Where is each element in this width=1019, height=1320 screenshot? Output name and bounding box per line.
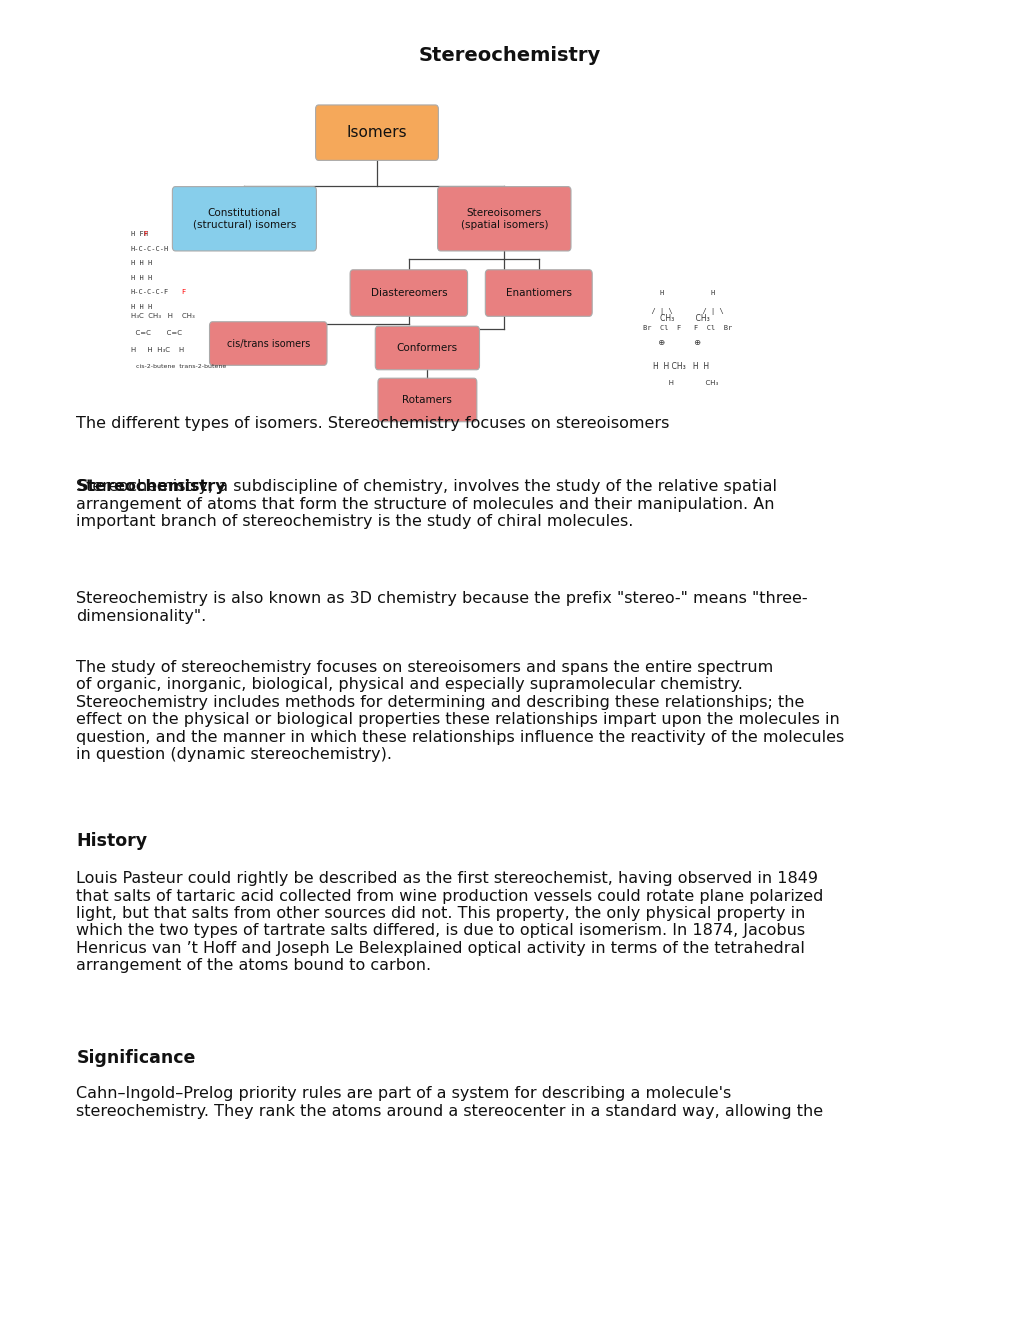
- Text: Br  Cl  F   F  Cl  Br: Br Cl F F Cl Br: [642, 325, 732, 331]
- Text: Stereoisomers
(spatial isomers): Stereoisomers (spatial isomers): [461, 209, 547, 230]
- Text: Cahn–Ingold–Prelog priority rules are part of a system for describing a molecule: Cahn–Ingold–Prelog priority rules are pa…: [76, 1086, 822, 1119]
- Text: F: F: [143, 231, 147, 238]
- Text: Significance: Significance: [76, 1049, 196, 1068]
- Text: The study of stereochemistry focuses on stereoisomers and spans the entire spect: The study of stereochemistry focuses on …: [76, 660, 844, 762]
- Text: Louis Pasteur could rightly be described as the first stereochemist, having obse: Louis Pasteur could rightly be described…: [76, 871, 823, 973]
- Text: Isomers: Isomers: [346, 125, 407, 140]
- Text: Constitutional
(structural) isomers: Constitutional (structural) isomers: [193, 209, 296, 230]
- Text: CH₃         CH₃: CH₃ CH₃: [652, 314, 709, 323]
- Text: H              CH₃: H CH₃: [652, 380, 717, 387]
- Text: cis-2-butene  trans-2-butene: cis-2-butene trans-2-butene: [136, 364, 225, 370]
- FancyBboxPatch shape: [485, 269, 592, 317]
- FancyBboxPatch shape: [209, 322, 327, 366]
- Text: History: History: [76, 832, 148, 850]
- Text: H-C-C-C-F: H-C-C-C-F: [130, 289, 169, 296]
- Text: H H H: H H H: [130, 260, 152, 267]
- Text: C=C       C=C: C=C C=C: [130, 330, 181, 337]
- Text: ⊕           ⊕: ⊕ ⊕: [652, 338, 700, 347]
- Text: Stereochemistry: Stereochemistry: [419, 46, 600, 65]
- Text: Conformers: Conformers: [396, 343, 458, 352]
- Text: Stereochemistry, a subdiscipline of chemistry, involves the study of the relativ: Stereochemistry, a subdiscipline of chem…: [76, 479, 776, 529]
- Text: Stereochemistry: Stereochemistry: [76, 479, 226, 494]
- Text: Enantiomers: Enantiomers: [505, 288, 572, 298]
- FancyBboxPatch shape: [350, 269, 467, 317]
- Text: H H H: H H H: [130, 275, 152, 281]
- Text: H FH: H FH: [130, 231, 148, 238]
- Text: H₃C  CH₃   H    CH₃: H₃C CH₃ H CH₃: [130, 313, 195, 319]
- Text: H     H  H₃C    H: H H H₃C H: [130, 347, 183, 354]
- Text: cis/trans isomers: cis/trans isomers: [226, 338, 310, 348]
- Text: H           H: H H: [642, 290, 714, 297]
- Text: Rotamers: Rotamers: [403, 395, 451, 405]
- Text: H-C-C-C-H: H-C-C-C-H: [130, 246, 169, 252]
- FancyBboxPatch shape: [375, 326, 479, 370]
- Text: Diastereomers: Diastereomers: [370, 288, 446, 298]
- Text: F: F: [181, 289, 185, 296]
- Text: / | \       / | \: / | \ / | \: [642, 308, 722, 314]
- Text: H H H: H H H: [130, 304, 152, 310]
- FancyBboxPatch shape: [315, 106, 438, 161]
- Text: H  H CH₃   H  H: H H CH₃ H H: [652, 362, 708, 371]
- FancyBboxPatch shape: [437, 186, 571, 251]
- Text: Stereochemistry is also known as 3D chemistry because the prefix "stereo-" means: Stereochemistry is also known as 3D chem…: [76, 591, 807, 624]
- FancyBboxPatch shape: [172, 186, 316, 251]
- Text: The different types of isomers. Stereochemistry focuses on stereoisomers: The different types of isomers. Stereoch…: [76, 416, 669, 430]
- FancyBboxPatch shape: [378, 378, 477, 422]
